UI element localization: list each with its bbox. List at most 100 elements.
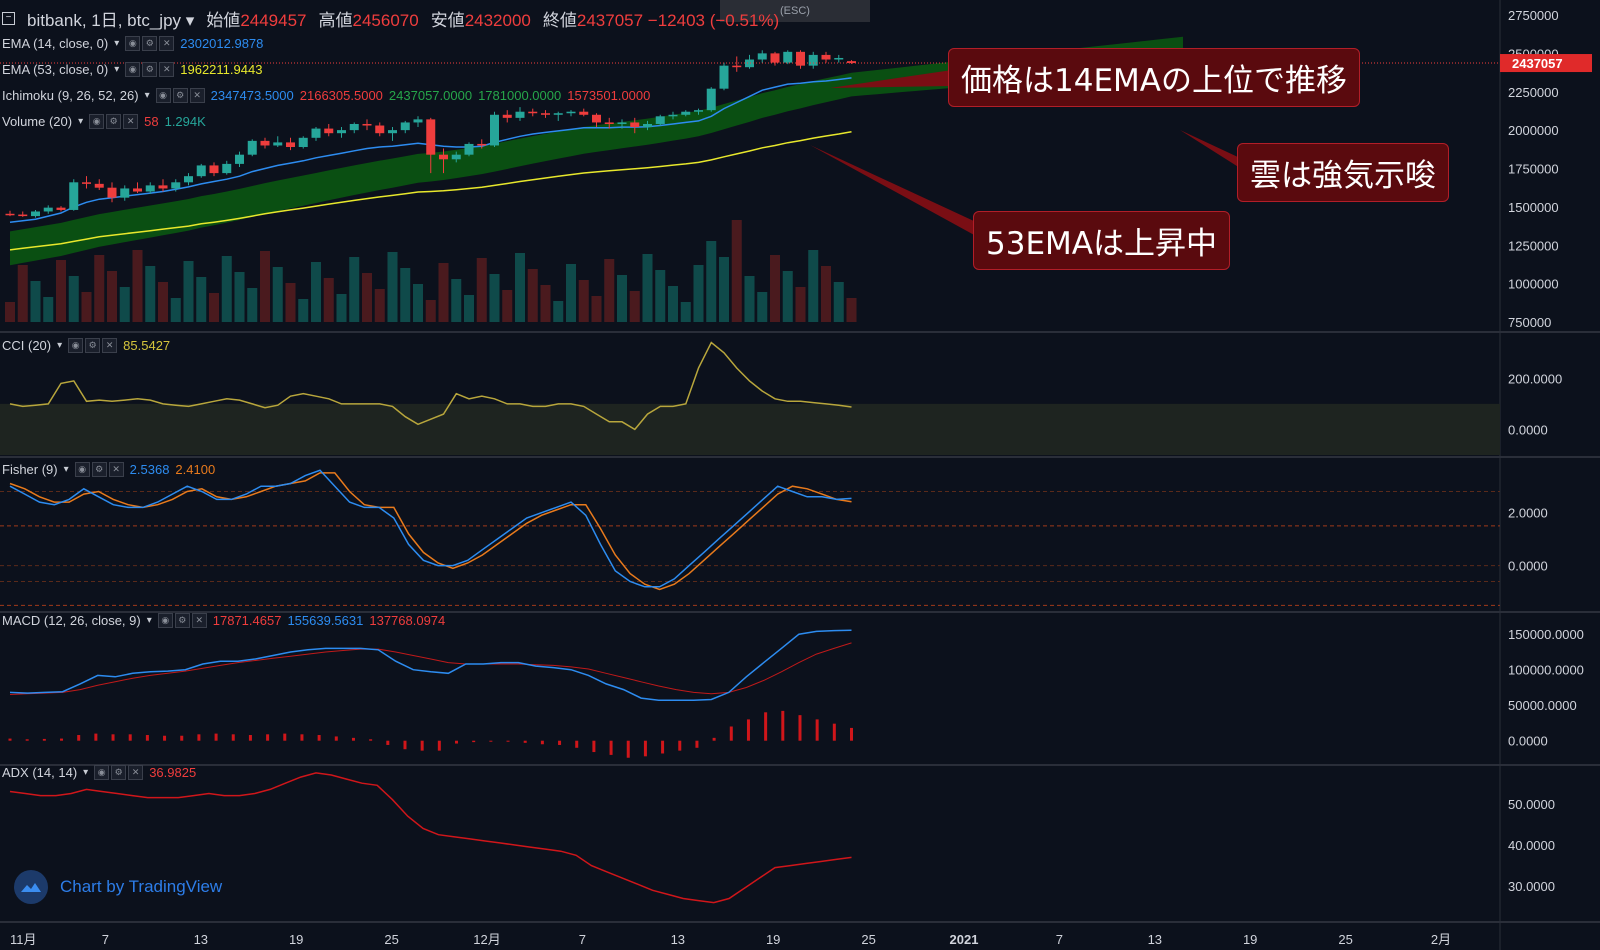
- candle-body: [745, 59, 754, 68]
- legend-controls[interactable]: ◉ ⚙ ✕: [94, 765, 144, 780]
- last-price-label: 2437057: [1512, 56, 1563, 71]
- legend-controls[interactable]: ◉ ⚙ ✕: [125, 36, 175, 51]
- gear-icon: ⚙: [106, 114, 122, 129]
- volume-bar: [30, 281, 41, 322]
- adx-line: [9, 772, 852, 904]
- volume-bar: [81, 292, 92, 322]
- candle-body: [477, 143, 487, 146]
- macd-histogram-bar: [695, 740, 699, 748]
- volume-bar: [209, 293, 219, 322]
- x-tick-label: 19: [289, 932, 303, 947]
- candle-body: [362, 123, 372, 126]
- gear-icon: ⚙: [172, 88, 188, 103]
- legend-controls[interactable]: ◉ ⚙ ✕: [125, 62, 175, 77]
- volume-bar: [617, 275, 627, 322]
- candle-body: [694, 110, 703, 112]
- legend-controls[interactable]: ◉ ⚙ ✕: [68, 338, 118, 353]
- legend-adx[interactable]: ADX (14, 14) ▾ ◉ ⚙ ✕ 36.9825: [2, 765, 197, 780]
- macd-histogram-bar: [506, 740, 510, 742]
- legend-cci[interactable]: CCI (20) ▾ ◉ ⚙ ✕ 85.5427: [2, 338, 171, 353]
- candle-body: [515, 111, 525, 118]
- candle-body: [209, 165, 219, 174]
- ohlc-open: 始値2449457: [206, 11, 307, 30]
- volume-bar: [846, 298, 857, 322]
- legend-ema14[interactable]: EMA (14, close, 0) ▾ ◉ ⚙ ✕ 2302012.9878: [2, 36, 264, 51]
- volume-bar: [56, 260, 66, 322]
- volume-bar: [413, 284, 423, 322]
- volume-bar: [196, 277, 207, 322]
- volume-bar: [68, 276, 79, 322]
- candle-body: [133, 188, 142, 192]
- y-tick-label: 0.0000: [1508, 559, 1548, 574]
- macd-histogram-bar: [815, 719, 819, 741]
- gear-icon: ⚙: [85, 338, 101, 353]
- volume-bar: [527, 269, 538, 322]
- volume-bar: [387, 252, 398, 322]
- volume-bar: [476, 258, 487, 322]
- candle-body: [235, 154, 244, 164]
- candle-body: [171, 182, 181, 189]
- volume-bar: [145, 266, 156, 322]
- volume-bar: [795, 287, 806, 322]
- legend-ichimoku[interactable]: Ichimoku (9, 26, 52, 26) ▾ ◉ ⚙ ✕ 2347473.50…: [2, 88, 651, 103]
- candle-body: [413, 119, 423, 123]
- ohlc-close: 終値2437057 −12403 (−0.51%): [542, 11, 780, 30]
- macd-histogram-bar: [609, 740, 613, 755]
- y-tick-label: 50.0000: [1508, 797, 1555, 812]
- volume-bar: [298, 299, 309, 322]
- candle-body: [337, 130, 346, 134]
- tradingview-brand[interactable]: Chart by TradingView: [14, 870, 222, 904]
- candle-body: [18, 214, 28, 217]
- macd-histogram-bar: [214, 733, 218, 741]
- callout-53ema: 53EMAは上昇中: [973, 211, 1230, 270]
- macd-histogram-bar: [558, 740, 562, 745]
- legend-controls[interactable]: ◉ ⚙ ✕: [74, 462, 124, 477]
- candle-body: [349, 123, 359, 131]
- macd-histogram-bar: [25, 739, 29, 741]
- candle-body: [604, 122, 614, 124]
- gear-icon: ⚙: [111, 765, 127, 780]
- macd-histogram-bar: [746, 719, 750, 741]
- candle-body: [553, 113, 563, 115]
- collapse-icon[interactable]: −: [2, 12, 15, 25]
- y-tick-label: 1500000: [1508, 200, 1559, 215]
- volume-bar: [425, 300, 436, 322]
- volume-bar: [158, 282, 168, 322]
- eye-icon: ◉: [89, 114, 105, 129]
- last-price-tag: [1500, 54, 1592, 73]
- x-tick-label: 7: [579, 932, 586, 947]
- macd-histogram-bar: [781, 710, 785, 741]
- candle-body: [260, 140, 270, 146]
- candle-body: [298, 137, 308, 148]
- macd-histogram-bar: [145, 735, 149, 741]
- candle-body: [706, 88, 716, 111]
- x-tick-label: 2月: [1431, 932, 1451, 947]
- legend-macd[interactable]: MACD (12, 26, close, 9) ▾ ◉ ⚙ ✕ 17871.4657 …: [2, 613, 446, 628]
- gear-icon: ⚙: [142, 62, 158, 77]
- y-tick-label: 2250000: [1508, 85, 1559, 100]
- volume-bar: [260, 251, 270, 322]
- candle-body: [94, 183, 104, 188]
- macd-histogram-bar: [283, 733, 287, 741]
- fullscreen-exit-hint[interactable]: (ESC): [720, 0, 870, 22]
- ohlc-low: 安値2432000: [430, 11, 531, 30]
- legend-volume[interactable]: Volume (20) ▾ ◉ ⚙ ✕ 58 1.294K: [2, 114, 206, 129]
- y-tick-label: 750000: [1508, 315, 1551, 330]
- ohlc-change: −12403 (−0.51%): [647, 11, 780, 30]
- volume-bar: [323, 278, 334, 322]
- legend-controls[interactable]: ◉ ⚙ ✕: [89, 114, 139, 129]
- legend-controls[interactable]: ◉ ⚙ ✕: [155, 88, 205, 103]
- legend-fisher[interactable]: Fisher (9) ▾ ◉ ⚙ ✕ 2.5368 2.4100: [2, 462, 216, 477]
- candle-body: [681, 111, 691, 115]
- symbol-title[interactable]: bitbank, 1日, btc_jpy ▾: [27, 11, 195, 30]
- legend-ema53[interactable]: EMA (53, close, 0) ▾ ◉ ⚙ ✕ 1962211.9443: [2, 62, 263, 77]
- macd-histogram-bar: [369, 739, 373, 741]
- volume-bar: [655, 270, 666, 322]
- legend-controls[interactable]: ◉ ⚙ ✕: [157, 613, 207, 628]
- volume-bar: [706, 241, 717, 322]
- volume-bar: [336, 294, 347, 322]
- candle-body: [5, 213, 15, 216]
- callout-pointer: [830, 70, 952, 88]
- y-tick-label: 100000.0000: [1508, 663, 1584, 678]
